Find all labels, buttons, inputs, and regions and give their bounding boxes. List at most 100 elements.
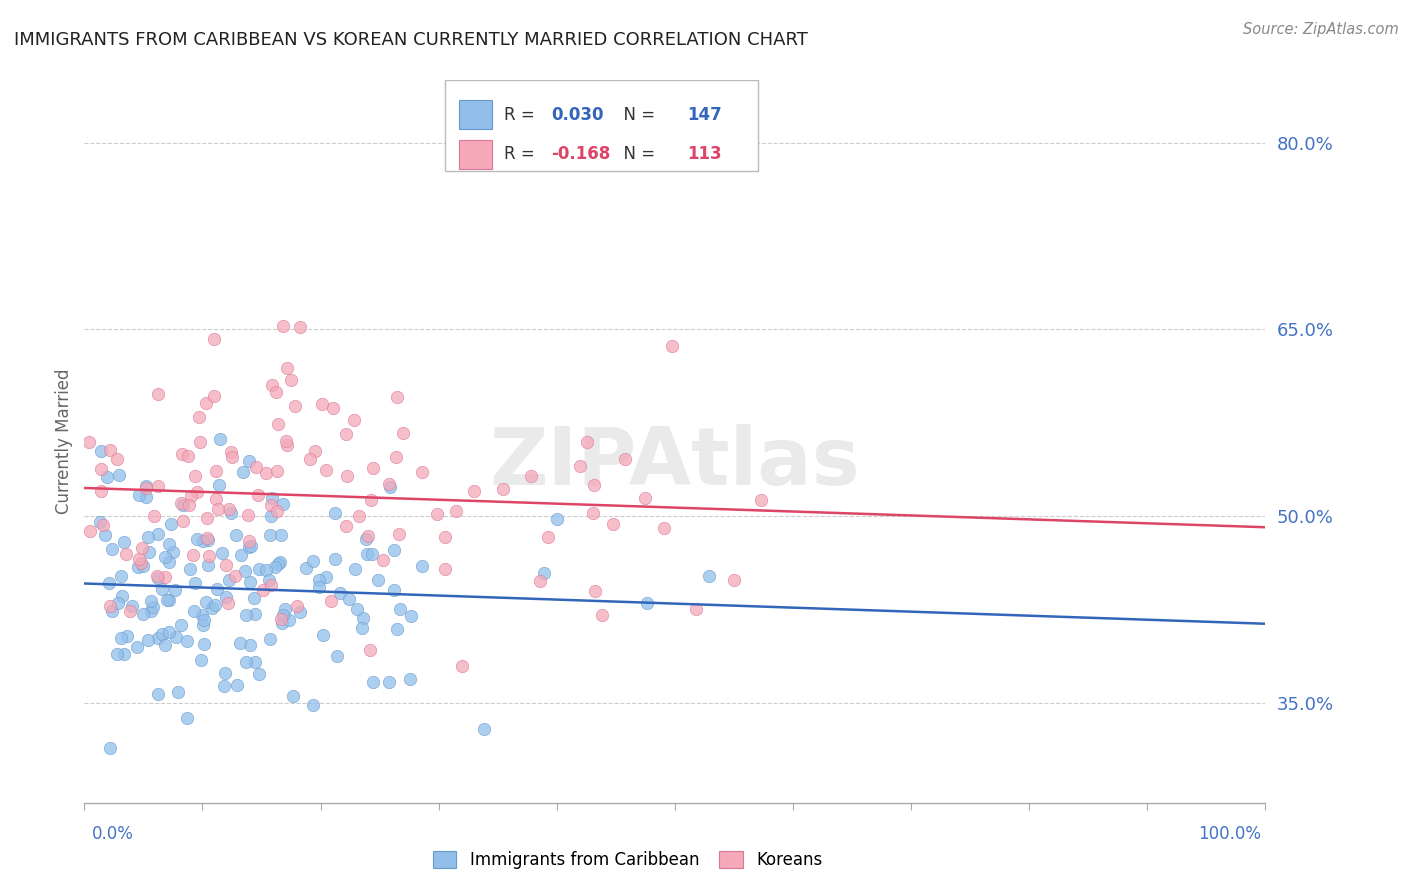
Point [224,569,246,583]
Point [350,622,373,636]
Point [576,435,599,450]
Point [378,476,401,491]
Point [360,548,382,562]
Point [215,558,238,572]
Text: Source: ZipAtlas.com: Source: ZipAtlas.com [1243,22,1399,37]
Point [360,492,382,507]
Point [243,607,266,621]
Point [697,569,720,583]
Point [450,658,472,673]
Point [207,582,229,596]
Point [299,451,322,466]
Text: IMMIGRANTS FROM CARIBBEAN VS KOREAN CURRENTLY MARRIED CORRELATION CHART: IMMIGRANTS FROM CARIBBEAN VS KOREAN CURR… [14,31,808,49]
Point [315,463,337,477]
Point [433,530,456,544]
Point [322,401,344,415]
Text: 0.030: 0.030 [551,105,603,124]
Point [583,478,606,492]
Point [271,607,294,622]
Point [391,425,413,440]
Point [384,542,406,557]
Point [352,611,374,625]
Point [308,580,330,594]
Point [273,318,295,333]
Point [367,573,389,587]
Point [247,562,270,576]
Point [356,547,378,561]
Point [344,562,367,576]
Point [283,689,305,703]
Point [138,545,160,559]
Point [110,569,132,583]
FancyBboxPatch shape [444,80,758,170]
Point [204,599,226,613]
Point [492,482,515,496]
Point [188,435,211,450]
Point [259,632,281,646]
Point [201,601,224,615]
Point [162,545,184,559]
Point [195,531,218,545]
Point [260,498,283,512]
Point [89,515,111,529]
Point [90,462,112,476]
Point [127,640,149,654]
Point [356,533,378,547]
Point [262,491,284,505]
Point [749,492,772,507]
Point [146,386,169,401]
Point [411,558,433,573]
Point [346,601,368,615]
Point [127,560,149,574]
Point [105,647,128,661]
Point [170,447,193,461]
Point [139,604,162,618]
Point [77,434,100,449]
Point [135,482,157,496]
Point [308,573,330,587]
Point [176,633,198,648]
Point [270,611,292,625]
Point [129,557,152,571]
Point [219,506,242,520]
Point [90,444,112,458]
Point [146,572,169,586]
Text: R =: R = [503,105,540,124]
Point [231,548,253,562]
Point [254,466,277,480]
Point [288,606,311,620]
FancyBboxPatch shape [458,140,492,169]
Point [197,558,219,573]
Point [266,417,288,431]
Point [533,566,555,581]
Text: N =: N = [613,105,661,124]
Point [94,528,117,542]
Point [569,459,592,474]
Point [128,552,150,566]
Point [215,591,238,605]
Point [186,485,208,500]
Point [160,516,183,531]
Point [336,469,359,483]
Point [195,594,218,608]
Point [100,442,122,457]
Text: N =: N = [613,145,661,163]
Point [661,339,683,353]
Point [277,613,299,627]
Point [359,642,381,657]
Point [166,685,188,699]
Point [263,560,285,574]
Point [243,655,266,669]
Point [176,449,198,463]
Point [214,679,236,693]
Point [180,489,202,503]
Point [337,591,360,606]
Point [312,628,335,642]
Point [388,526,411,541]
Point [347,509,370,524]
Point [208,478,231,492]
Point [311,397,333,411]
Point [176,711,198,725]
Point [156,592,179,607]
Point [613,451,636,466]
